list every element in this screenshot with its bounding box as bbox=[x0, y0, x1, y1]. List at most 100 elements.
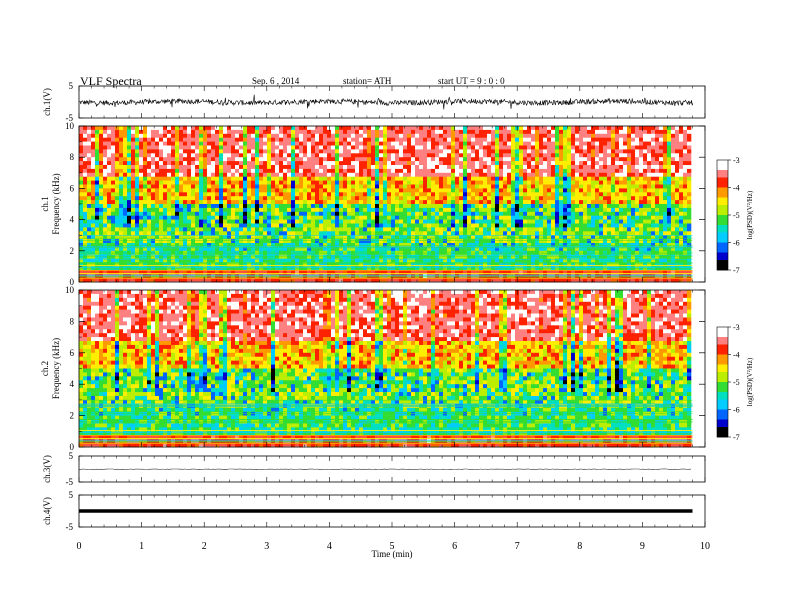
spectrogram-cell bbox=[171, 137, 176, 142]
spectrogram-cell bbox=[435, 235, 440, 240]
spectrogram-cell bbox=[343, 207, 348, 213]
spectrogram-cell bbox=[571, 165, 576, 170]
spectrogram-cell bbox=[335, 192, 340, 197]
spectrogram-cell bbox=[187, 235, 192, 240]
spectrogram-cell bbox=[187, 168, 192, 174]
spectrogram-cell bbox=[427, 161, 432, 166]
spectrogram-cell bbox=[251, 274, 256, 279]
spectrogram-cell bbox=[347, 211, 352, 216]
spectrogram-cell bbox=[475, 211, 480, 216]
spectrogram-cell bbox=[335, 211, 340, 216]
spectrogram-cell bbox=[371, 258, 376, 263]
spectrogram-cell bbox=[307, 192, 312, 197]
spectrogram-cell bbox=[275, 168, 280, 174]
spectrogram-cell bbox=[163, 246, 168, 252]
spectrogram-cell bbox=[423, 274, 428, 279]
spectrogram-cell bbox=[307, 153, 312, 158]
spectrogram-cell bbox=[523, 231, 528, 236]
spectrogram-cell bbox=[447, 126, 452, 131]
spectrogram-cell bbox=[499, 274, 504, 279]
spectrogram-cell bbox=[527, 227, 532, 232]
spectrogram-cell bbox=[219, 223, 224, 228]
spectrogram-cell bbox=[363, 137, 368, 142]
spectrogram-cell bbox=[383, 274, 388, 279]
spectrogram-cell bbox=[475, 180, 480, 185]
spectrogram-cell bbox=[555, 219, 560, 224]
spectrogram-cell bbox=[251, 149, 256, 154]
spectrogram-cell bbox=[143, 157, 148, 162]
spectrogram-cell bbox=[123, 145, 128, 150]
spectrogram-cell bbox=[187, 274, 192, 279]
spectrogram-cell bbox=[107, 274, 112, 279]
spectrogram-cell bbox=[123, 200, 128, 205]
spectrogram-cell bbox=[307, 215, 312, 220]
spectrogram-cell bbox=[95, 262, 100, 267]
spectrogram-cell bbox=[463, 250, 468, 255]
spectrogram-cell bbox=[311, 180, 316, 185]
spectrogram-cell bbox=[575, 211, 580, 216]
spectrogram-cell bbox=[207, 262, 212, 267]
spectrogram-cell bbox=[395, 219, 400, 224]
spectrogram-cell bbox=[131, 223, 136, 228]
spectrogram-cell bbox=[323, 235, 328, 240]
spectrogram-cell bbox=[335, 153, 340, 158]
spectrogram-cell bbox=[315, 223, 320, 228]
spectrogram-cell bbox=[103, 227, 108, 232]
spectrogram-cell bbox=[307, 172, 312, 177]
spectrogram-cell bbox=[387, 180, 392, 185]
spectrogram-cell bbox=[463, 254, 468, 259]
spectrogram-cell bbox=[159, 219, 164, 224]
spectrogram-cell bbox=[359, 172, 364, 177]
spectrogram-cell bbox=[343, 227, 348, 232]
spectrogram-cell bbox=[155, 200, 160, 205]
spectrogram-cell bbox=[475, 235, 480, 240]
spectrogram-cell bbox=[451, 227, 456, 232]
spectrogram-cell bbox=[199, 246, 204, 252]
spectrogram-cell bbox=[515, 180, 520, 185]
spectrogram-cell bbox=[143, 145, 148, 150]
spectrogram-cell bbox=[295, 153, 300, 158]
spectrogram-cell bbox=[567, 192, 572, 197]
spectrogram-cell bbox=[483, 207, 488, 213]
spectrogram-cell bbox=[243, 184, 248, 189]
spectrogram-cell bbox=[191, 227, 196, 232]
spectrogram-cell bbox=[439, 231, 444, 236]
spectrogram-cell bbox=[267, 172, 272, 177]
spectrogram-cell bbox=[123, 176, 128, 181]
spectrogram-cell bbox=[519, 188, 524, 193]
spectrogram-cell bbox=[431, 137, 436, 142]
spectrogram-cell bbox=[159, 184, 164, 189]
spectrogram-cell bbox=[179, 250, 184, 255]
spectrogram-cell bbox=[463, 239, 468, 244]
spectrogram-cell bbox=[219, 184, 224, 189]
spectrogram-cell bbox=[95, 239, 100, 244]
spectrogram-cell bbox=[439, 215, 444, 220]
spectrogram-cell bbox=[531, 141, 536, 146]
spectrogram-cell bbox=[371, 196, 376, 201]
spectrogram-cell bbox=[299, 129, 304, 135]
spectrogram-cell bbox=[123, 141, 128, 146]
spectrogram-cell bbox=[447, 149, 452, 154]
spectrogram-cell bbox=[495, 204, 500, 209]
spectrogram-cell bbox=[215, 227, 220, 232]
spectrogram-cell bbox=[427, 133, 432, 138]
spectrogram-cell bbox=[219, 137, 224, 142]
spectrogram-cell bbox=[231, 235, 236, 240]
spectrogram-cell bbox=[515, 258, 520, 263]
spectrogram-cell bbox=[87, 149, 92, 154]
spectrogram-cell bbox=[567, 184, 572, 189]
spectrogram-cell bbox=[427, 274, 432, 279]
spectrogram-cell bbox=[427, 250, 432, 255]
spectrogram-cell bbox=[395, 165, 400, 170]
spectrogram-cell bbox=[243, 235, 248, 240]
spectrogram-cell bbox=[347, 274, 352, 279]
spectrogram-cell bbox=[311, 204, 316, 209]
spectrogram-cell bbox=[251, 184, 256, 189]
spectrogram-cell bbox=[459, 200, 464, 205]
spectrogram-cell bbox=[563, 129, 568, 135]
spectrogram-cell bbox=[287, 262, 292, 267]
spectrogram-cell bbox=[175, 129, 180, 135]
spectrogram-cell bbox=[119, 184, 124, 189]
spectrogram-cell bbox=[167, 196, 172, 201]
spectrogram-cell bbox=[79, 168, 84, 174]
